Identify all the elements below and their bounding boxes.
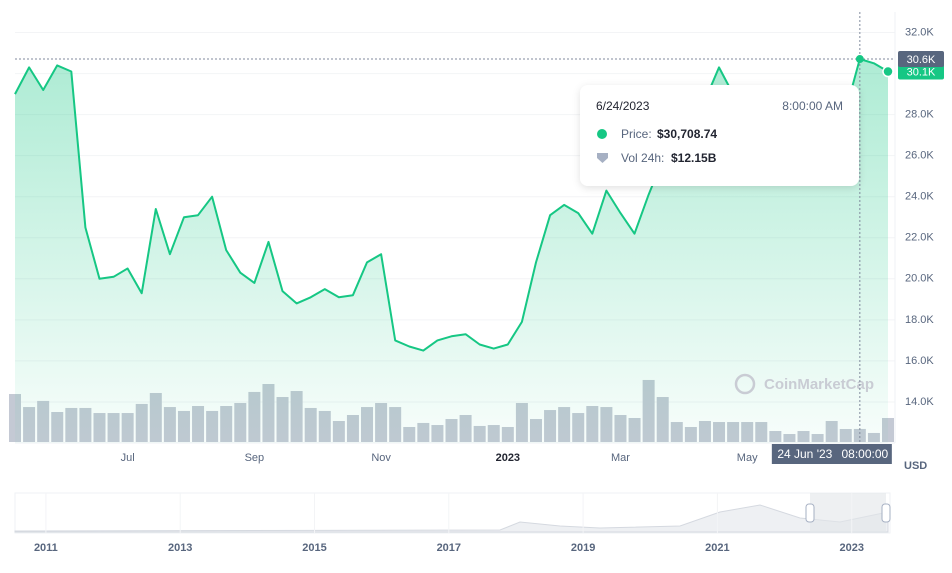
last-price-tag: [898, 63, 944, 80]
tooltip-time: 8:00:00 AM: [782, 99, 843, 113]
x-tick-label: 2023: [496, 452, 520, 464]
navigator-handle[interactable]: [805, 503, 815, 523]
watermark: CoinMarketCap: [734, 373, 874, 395]
crosshair-date-tag: [771, 444, 892, 464]
navigator-window[interactable]: [810, 493, 886, 533]
tooltip-price: $30,708.74: [657, 127, 717, 141]
last-dot: [882, 65, 894, 78]
x-tick-label: Nov: [371, 452, 391, 464]
navigator-tick-label: 2015: [302, 542, 326, 554]
y-axis-label: USD: [904, 460, 927, 472]
navigator-tick-label: 2017: [437, 542, 461, 554]
navigator-tick-label: 2019: [571, 542, 595, 554]
crosshair-price-tag: [898, 51, 944, 68]
hover-dot: [855, 55, 864, 64]
y-tick-label: 24.0K: [905, 191, 934, 203]
y-tick-label: 26.0K: [905, 150, 934, 162]
tooltip-volume-icon: [597, 153, 608, 163]
y-tick-label: 32.0K: [905, 26, 934, 38]
tooltip-price-name: Price:: [621, 127, 652, 141]
tooltip-volume-name: Vol 24h:: [621, 151, 664, 165]
tooltip-date: 6/24/2023: [596, 99, 650, 113]
navigator-area: [14, 504, 889, 533]
navigator-tick-label: 2021: [705, 542, 729, 554]
y-tick-label: 18.0K: [905, 314, 934, 326]
y-tick-label: 14.0K: [905, 396, 934, 408]
crosshair-date: 24 Jun '23: [777, 447, 832, 461]
y-tick-label: 28.0K: [905, 109, 934, 121]
navigator-tick-label: 2011: [34, 542, 58, 554]
tooltip-volume: $12.15B: [671, 151, 717, 165]
watermark-text: CoinMarketCap: [764, 376, 874, 393]
last-price-label: 30.1K: [907, 66, 936, 78]
x-tick-label: Jul: [121, 452, 135, 464]
navigator-handle[interactable]: [881, 503, 891, 523]
x-tick-label: Mar: [611, 452, 630, 464]
y-tick-label: 22.0K: [905, 232, 934, 244]
y-tick-label: 20.0K: [905, 273, 934, 285]
crosshair-time: 08:00:00: [841, 447, 888, 461]
x-tick-label: May: [737, 452, 758, 464]
tooltip-price-icon: [597, 129, 607, 139]
navigator-tick-label: 2013: [168, 542, 192, 554]
x-tick-label: Sep: [245, 452, 265, 464]
tooltip: [580, 85, 859, 186]
navigator-tick-label: 2023: [839, 542, 863, 554]
y-tick-label: 16.0K: [905, 355, 934, 367]
crosshair-price-label: 30.6K: [907, 54, 936, 66]
